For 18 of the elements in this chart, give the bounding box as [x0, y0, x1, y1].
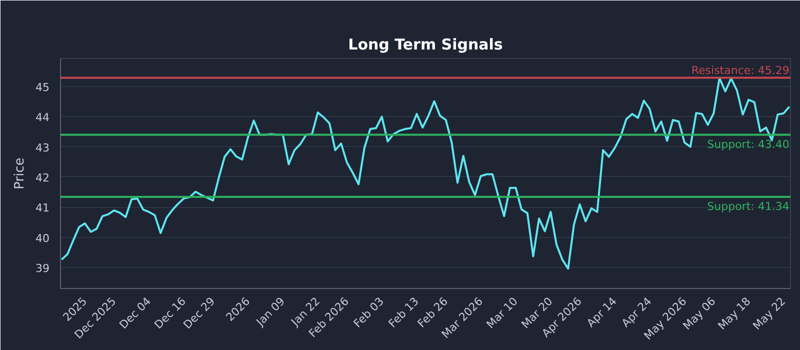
- y-tick-label: 41: [36, 202, 50, 215]
- y-tick-label: 45: [36, 81, 50, 94]
- x-tick-label: Apr 14: [584, 294, 620, 330]
- y-tick-label: 40: [36, 232, 50, 245]
- x-tick-label: Jan 09: [253, 294, 288, 330]
- y-tick-label: 44: [36, 111, 50, 124]
- ref-line-label: Support: 41.34: [707, 200, 790, 213]
- chart-title: Long Term Signals: [348, 36, 503, 54]
- line-series: [60, 77, 790, 270]
- x-tick-label: Mar 10: [484, 294, 520, 332]
- y-axis-title: Price: [12, 158, 28, 190]
- y-tick-label: 43: [36, 141, 50, 154]
- ref-line-label: Resistance: 45.29: [691, 64, 790, 77]
- ref-line-label: Support: 43.40: [707, 138, 790, 151]
- y-tick-label: 42: [36, 171, 50, 184]
- x-tick-label: Feb 03: [351, 294, 386, 330]
- x-tick-label: Dec 04: [116, 294, 154, 332]
- y-tick-label: 39: [36, 262, 50, 275]
